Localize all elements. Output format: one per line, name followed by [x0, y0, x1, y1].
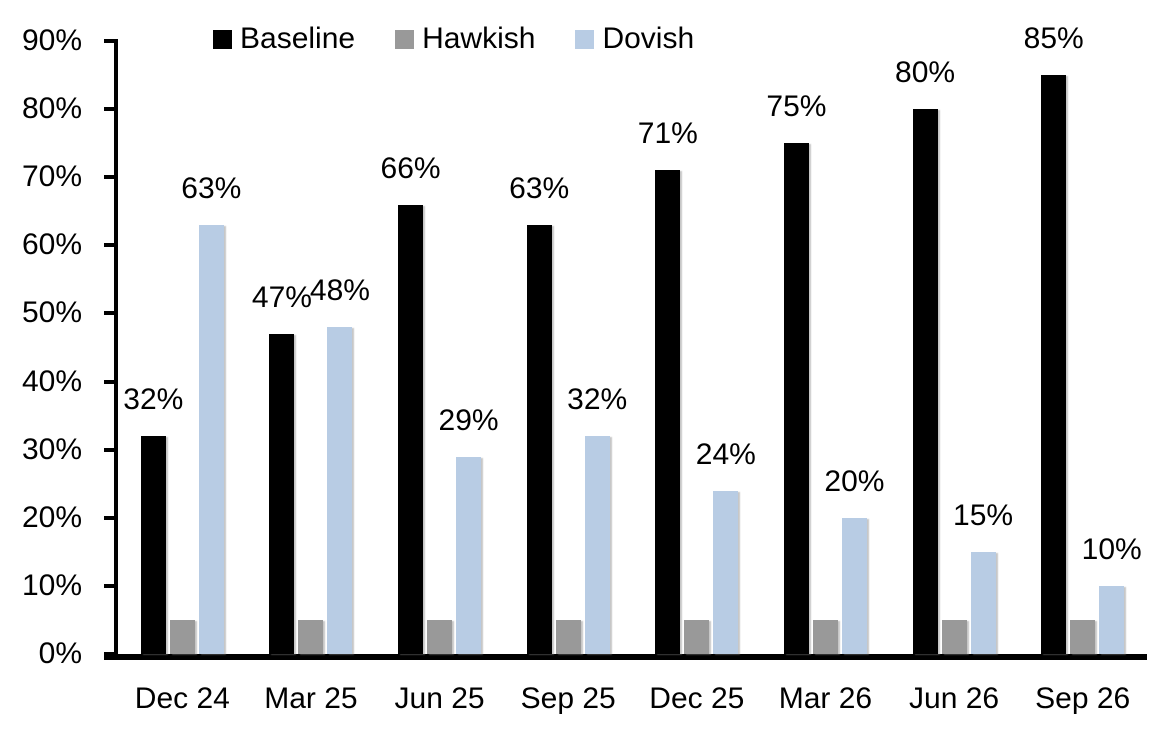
legend: Baseline Hawkish Dovish — [213, 24, 694, 54]
bar-group-mar-25: 47% 48% — [247, 41, 376, 654]
y-axis-tick — [104, 515, 118, 520]
bar-baseline: 80% — [895, 58, 955, 654]
y-axis-label: 80% — [21, 92, 82, 126]
y-axis-label: 20% — [21, 500, 82, 534]
x-axis-category-label: Dec 24 — [134, 682, 230, 715]
bar-baseline: 85% — [1024, 24, 1084, 654]
x-axis-category-label: Jun 25 — [394, 682, 485, 715]
y-axis-label: 30% — [21, 432, 82, 466]
bar-baseline: 75% — [766, 92, 826, 654]
bar-hawkish — [298, 619, 324, 654]
bar-baseline: 66% — [381, 153, 441, 654]
bar-group-dec-24: 32% 63% — [118, 41, 247, 654]
bar-group-jun-26: 80% 15% — [890, 41, 1019, 654]
legend-label-baseline: Baseline — [240, 22, 356, 55]
legend-swatch-dovish-icon — [575, 29, 595, 49]
bar-hawkish — [812, 619, 838, 654]
bar-dovish: 29% — [439, 405, 499, 654]
legend-item-hawkish: Hawkish — [395, 24, 535, 54]
y-axis-tick — [104, 243, 118, 248]
bar-dovish: 10% — [1082, 534, 1142, 654]
bar-baseline: 63% — [509, 173, 569, 654]
y-axis-label: 60% — [21, 228, 82, 262]
legend-label-hawkish: Hawkish — [422, 22, 536, 55]
bar-value-label-dovish: 48% — [309, 274, 370, 308]
bar-group-jun-25: 66% 29% — [375, 41, 504, 654]
bar-value-label-baseline: 47% — [251, 280, 312, 314]
bar-value-label-baseline: 66% — [380, 151, 441, 185]
bar-hawkish — [427, 619, 453, 654]
y-axis-label: 50% — [21, 296, 82, 330]
legend-swatch-baseline-icon — [213, 29, 232, 49]
y-axis-tick — [104, 652, 118, 656]
bar-value-label-dovish: 29% — [438, 403, 499, 437]
bar-value-label-baseline: 80% — [895, 56, 956, 90]
bar-hawkish — [1070, 619, 1096, 654]
y-axis-label: 70% — [21, 160, 82, 194]
bar-dovish: 63% — [181, 173, 241, 654]
bar-hawkish — [169, 619, 195, 654]
bar-group-dec-25: 71% 24% — [633, 41, 762, 654]
bar-value-label-dovish: 63% — [181, 171, 242, 205]
bar-value-label-dovish: 15% — [953, 498, 1014, 532]
bar-dovish: 24% — [696, 439, 756, 654]
bar-value-label-dovish: 32% — [567, 383, 628, 416]
bar-value-label-baseline: 32% — [123, 383, 184, 416]
y-axis-label: 10% — [21, 568, 82, 602]
bar-value-label-dovish: 24% — [695, 437, 756, 471]
y-axis-tick — [104, 107, 118, 112]
bar-dovish: 48% — [310, 276, 370, 654]
legend-item-baseline: Baseline — [213, 24, 355, 54]
bar-value-label-dovish: 10% — [1081, 532, 1142, 566]
bar-group-sep-26: 85% 10% — [1018, 24, 1147, 654]
y-axis-tick — [104, 583, 118, 588]
bar-value-label-baseline: 85% — [1023, 22, 1084, 56]
bar-group-sep-25: 63% 32% — [504, 41, 633, 654]
y-axis-tick — [104, 175, 118, 180]
x-axis-category-label: Sep 26 — [1035, 682, 1131, 715]
bar-baseline: 32% — [123, 385, 183, 654]
bar-baseline: 71% — [638, 119, 698, 654]
bar-dovish: 15% — [953, 500, 1013, 654]
y-axis-tick — [104, 447, 118, 452]
x-axis-category-label: Jun 26 — [909, 682, 1000, 715]
bar-baseline: 47% — [252, 282, 312, 654]
bar-value-label-baseline: 63% — [509, 171, 570, 205]
y-axis-label: 90% — [21, 24, 82, 57]
y-axis-tick — [104, 311, 118, 316]
legend-item-dovish: Dovish — [575, 24, 694, 54]
y-axis-tick — [104, 39, 118, 43]
bar-value-label-baseline: 71% — [637, 117, 698, 151]
bar-hawkish — [555, 619, 581, 654]
x-axis-category-label: Mar 26 — [778, 682, 873, 715]
x-axis-category-label: Dec 25 — [649, 682, 745, 715]
plot-area: 32% 63% 47% 48% 66% 29% 63% 32% 71% 24% 75% 20% 80% 1… — [118, 24, 1147, 654]
legend-label-dovish: Dovish — [602, 22, 695, 55]
x-axis-category-label: Mar 25 — [264, 682, 358, 715]
x-axis-labels: Dec 24 Mar 25 Jun 25 Sep 25 Dec 25 Mar 26 Jun … — [118, 682, 1147, 716]
bar-hawkish — [684, 619, 710, 654]
y-axis-label: 0% — [38, 637, 82, 670]
x-axis-line — [104, 654, 1147, 660]
legend-swatch-hawkish-icon — [395, 29, 415, 49]
x-axis-category-label: Sep 25 — [520, 682, 616, 715]
bar-group-mar-26: 75% 20% — [761, 41, 890, 654]
bar-hawkish — [941, 619, 967, 654]
bar-dovish: 20% — [824, 466, 884, 654]
y-axis-label: 40% — [21, 364, 82, 398]
bar-value-label-dovish: 20% — [824, 464, 885, 498]
bar-dovish: 32% — [567, 385, 627, 654]
y-axis-tick — [104, 379, 118, 384]
y-axis-line — [114, 39, 118, 660]
bar-value-label-baseline: 75% — [766, 90, 827, 124]
